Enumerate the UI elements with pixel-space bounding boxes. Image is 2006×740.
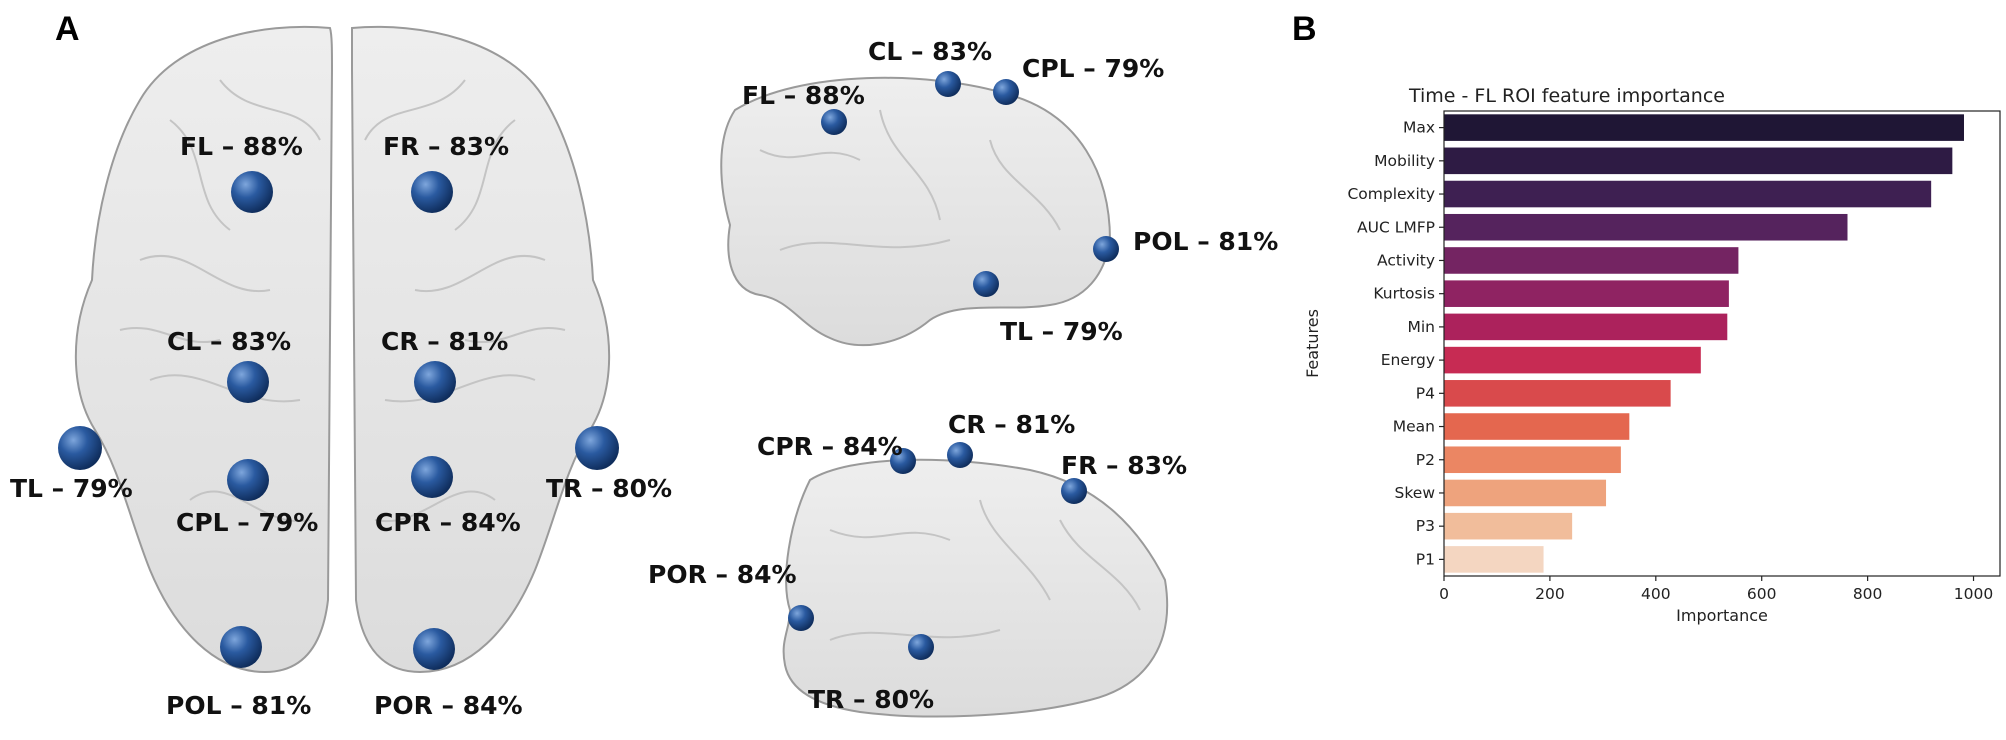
bar-auc-lmfp bbox=[1444, 213, 1848, 241]
top-view-nodes bbox=[58, 171, 619, 670]
y-tick-label: Mobility bbox=[1374, 152, 1435, 170]
y-tick-label: P4 bbox=[1416, 384, 1435, 402]
node-cpl-lateral bbox=[993, 79, 1019, 105]
node-por-lateral bbox=[788, 605, 814, 631]
node-cl-lateral bbox=[935, 71, 961, 97]
node-fl-lateral bbox=[821, 109, 847, 135]
label-tl-top: TL – 79% bbox=[10, 474, 133, 503]
node-fr-top bbox=[411, 171, 453, 213]
panel-letter-b: B bbox=[1292, 10, 1317, 48]
left-lateral-labels: CL – 83% CPL – 79% FL – 88% POL – 81% TL… bbox=[742, 37, 1278, 346]
y-axis-label: Features bbox=[1303, 309, 1322, 378]
bar-complexity bbox=[1444, 180, 1932, 208]
y-tick-label: Max bbox=[1403, 119, 1435, 137]
label-cr-top: CR – 81% bbox=[381, 327, 508, 356]
label-cl-top: CL – 83% bbox=[167, 327, 291, 356]
bar-p1 bbox=[1444, 546, 1544, 573]
node-por-top bbox=[413, 628, 455, 670]
node-cr-lateral bbox=[947, 442, 973, 468]
bar-p4 bbox=[1444, 380, 1671, 407]
panel-letter-a: A bbox=[55, 10, 80, 48]
y-tick-label: Activity bbox=[1377, 251, 1435, 269]
node-cl-top bbox=[227, 361, 269, 403]
node-cpl-top bbox=[227, 459, 269, 501]
bar-skew bbox=[1444, 479, 1607, 507]
node-tl-top bbox=[58, 426, 102, 470]
y-tick-label: P3 bbox=[1416, 517, 1435, 535]
node-fr-lateral bbox=[1061, 478, 1087, 504]
label-fl-lateral: FL – 88% bbox=[742, 81, 865, 110]
bar-min bbox=[1444, 313, 1728, 341]
y-tick-label: Kurtosis bbox=[1373, 285, 1435, 303]
bar-mean bbox=[1444, 413, 1630, 440]
brain-left-lateral-view bbox=[720, 76, 1112, 347]
label-cpr-lateral: CPR – 84% bbox=[757, 432, 903, 461]
right-lateral-nodes bbox=[788, 442, 1087, 660]
bar-p3 bbox=[1444, 512, 1573, 540]
label-tr-top: TR – 80% bbox=[546, 474, 672, 503]
node-pol-lateral bbox=[1093, 236, 1119, 262]
label-fr-lateral: FR – 83% bbox=[1061, 451, 1187, 480]
label-cr-lateral: CR – 81% bbox=[948, 410, 1075, 439]
node-tr-lateral bbox=[908, 634, 934, 660]
y-tick-label: P1 bbox=[1416, 550, 1435, 568]
bar-kurtosis bbox=[1444, 280, 1729, 307]
x-tick-label: 800 bbox=[1853, 585, 1883, 603]
label-pol-lateral: POL – 81% bbox=[1133, 227, 1278, 256]
bar-energy bbox=[1444, 346, 1701, 374]
y-tick-label: Skew bbox=[1395, 484, 1436, 502]
label-cpl-lateral: CPL – 79% bbox=[1022, 54, 1164, 83]
left-lateral-nodes bbox=[821, 71, 1119, 297]
node-fl-top bbox=[231, 171, 273, 213]
top-view-labels: FL – 88% FR – 83% CL – 83% CR – 81% TL –… bbox=[10, 132, 672, 720]
label-fl-top: FL – 88% bbox=[180, 132, 303, 161]
bar-max bbox=[1444, 114, 1964, 141]
node-cpr-top bbox=[411, 456, 453, 498]
node-pol-top bbox=[220, 626, 262, 668]
x-tick-label: 1000 bbox=[1954, 585, 1993, 603]
label-pol-top: POL – 81% bbox=[166, 691, 311, 720]
node-cpr-lateral bbox=[890, 448, 916, 474]
x-tick-label: 600 bbox=[1747, 585, 1777, 603]
label-por-top: POR – 84% bbox=[374, 691, 523, 720]
label-por-lateral: POR – 84% bbox=[648, 560, 797, 589]
bar-p2 bbox=[1444, 446, 1621, 474]
feature-importance-chart: Max Mobility Complexity AUC LMFP Activity Kur… bbox=[1303, 110, 2001, 625]
label-tr-lateral: TR – 80% bbox=[808, 685, 934, 714]
brain-top-view bbox=[74, 25, 611, 674]
x-axis-label: Importance bbox=[1676, 606, 1768, 625]
label-fr-top: FR – 83% bbox=[383, 132, 509, 161]
y-tick-label: Energy bbox=[1381, 351, 1435, 369]
plot-frame bbox=[1443, 110, 2001, 577]
chart-title: Time - FL ROI feature importance bbox=[1408, 85, 1725, 107]
y-tick-label: Mean bbox=[1393, 418, 1435, 436]
label-cl-lateral: CL – 83% bbox=[868, 37, 992, 66]
brain-right-lateral-view bbox=[782, 458, 1169, 718]
node-tl-lateral bbox=[973, 271, 999, 297]
x-tick-label: 0 bbox=[1439, 585, 1449, 603]
label-cpl-top: CPL – 79% bbox=[176, 508, 318, 537]
bar-activity bbox=[1444, 247, 1739, 274]
label-cpr-top: CPR – 84% bbox=[375, 508, 521, 537]
x-tick-label: 200 bbox=[1535, 585, 1565, 603]
node-tr-top bbox=[575, 426, 619, 470]
y-tick-label: P2 bbox=[1416, 451, 1435, 469]
y-tick-label: Complexity bbox=[1347, 185, 1435, 203]
right-lateral-labels: CR – 81% CPR – 84% FR – 83% POR – 84% TR… bbox=[648, 410, 1187, 714]
y-tick-label: AUC LMFP bbox=[1357, 218, 1435, 236]
x-tick-label: 400 bbox=[1641, 585, 1671, 603]
bar-mobility bbox=[1444, 147, 1953, 175]
y-tick-label: Min bbox=[1407, 318, 1435, 336]
node-cr-top bbox=[414, 361, 456, 403]
label-tl-lateral: TL – 79% bbox=[1000, 317, 1123, 346]
